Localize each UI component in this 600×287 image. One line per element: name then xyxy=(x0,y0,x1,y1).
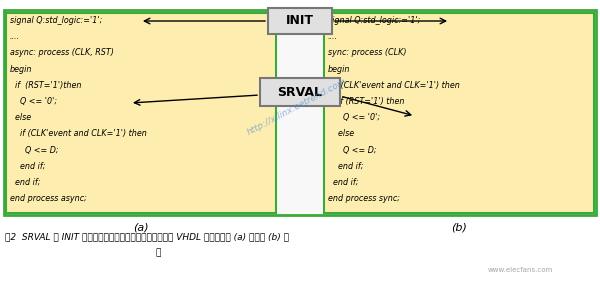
Text: (b): (b) xyxy=(451,222,467,232)
Bar xyxy=(6,13,276,213)
Text: end if;: end if; xyxy=(328,162,364,171)
Text: ....: .... xyxy=(328,32,338,41)
Text: Q <= D;: Q <= D; xyxy=(328,146,377,155)
Text: else: else xyxy=(10,113,31,122)
Text: if  (RST='1')then: if (RST='1')then xyxy=(10,81,82,90)
Text: end process async;: end process async; xyxy=(10,194,87,203)
Text: async: process (CLK, RST): async: process (CLK, RST) xyxy=(10,49,114,57)
Bar xyxy=(324,13,594,213)
Text: Q <= '0';: Q <= '0'; xyxy=(10,97,57,106)
Text: signal Q:std_logic:='1';: signal Q:std_logic:='1'; xyxy=(328,16,421,25)
Text: end if;: end if; xyxy=(10,178,41,187)
Text: else: else xyxy=(328,129,354,138)
Text: SRVAL: SRVAL xyxy=(277,86,323,98)
Text: www.elecfans.com: www.elecfans.com xyxy=(487,267,553,273)
Text: if (CLK'event and CLK='1') then: if (CLK'event and CLK='1') then xyxy=(10,129,147,138)
Text: (a): (a) xyxy=(133,222,149,232)
Text: ....: .... xyxy=(10,32,20,41)
Text: end if;: end if; xyxy=(328,178,359,187)
Text: if (RST='1') then: if (RST='1') then xyxy=(328,97,404,106)
Text: http://xilinx.eetrend.com: http://xilinx.eetrend.com xyxy=(245,77,348,137)
Text: begin: begin xyxy=(328,65,350,73)
Text: Q <= D;: Q <= D; xyxy=(10,146,59,155)
Bar xyxy=(268,8,332,34)
Text: INIT: INIT xyxy=(286,15,314,28)
Text: 位: 位 xyxy=(155,248,160,257)
Text: 图2  SRVAL 和 INIT 属性定义触发器复位和初始化；这里用 VHDL 代码来推断 (a) 和同步 (b) 复: 图2 SRVAL 和 INIT 属性定义触发器复位和初始化；这里用 VHDL 代… xyxy=(5,232,289,241)
Text: end if;: end if; xyxy=(10,162,46,171)
Text: if (CLK'event and CLK='1') then: if (CLK'event and CLK='1') then xyxy=(328,81,460,90)
Text: Q <= '0';: Q <= '0'; xyxy=(328,113,380,122)
Text: sync: process (CLK): sync: process (CLK) xyxy=(328,49,407,57)
Bar xyxy=(4,10,596,215)
Bar xyxy=(260,78,340,106)
Text: end process sync;: end process sync; xyxy=(328,194,400,203)
Text: begin: begin xyxy=(10,65,32,73)
Text: signal Q:std_logic:='1';: signal Q:std_logic:='1'; xyxy=(10,16,103,25)
